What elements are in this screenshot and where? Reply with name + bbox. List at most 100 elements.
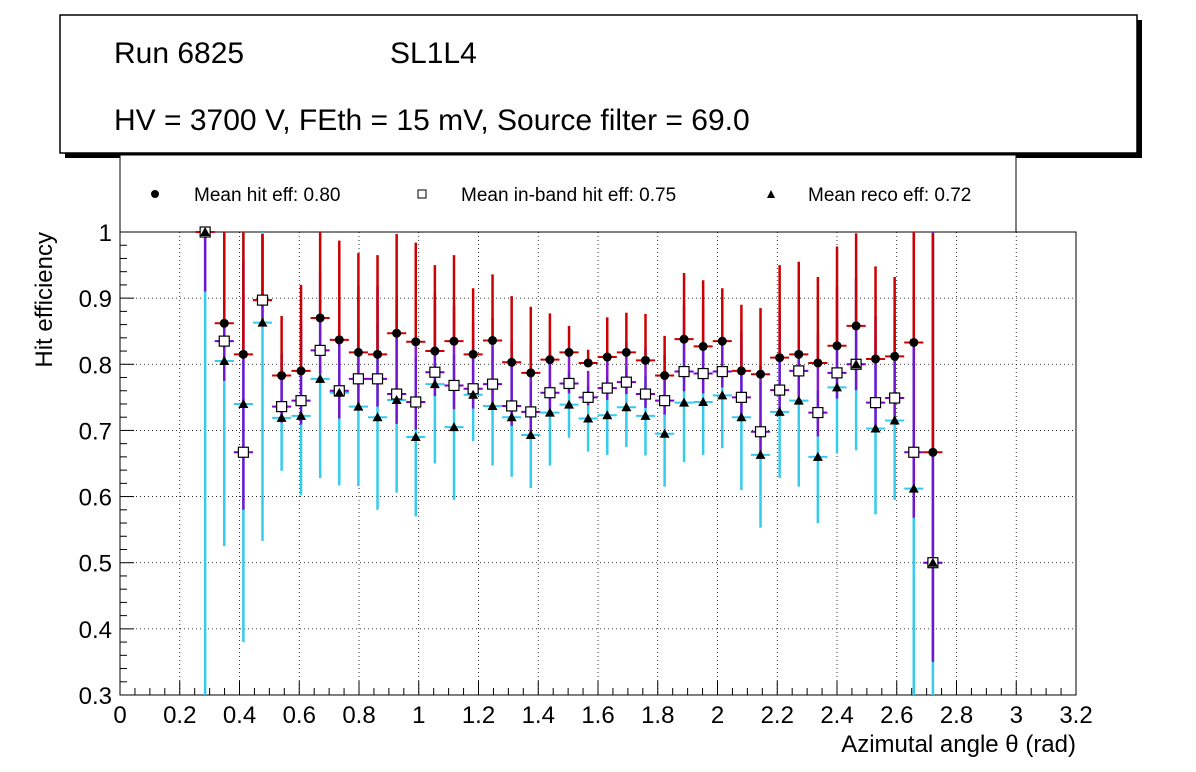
y-tick-label: 0.4: [79, 617, 112, 644]
inband-point: [697, 367, 709, 380]
inband-point: [869, 397, 882, 409]
inband-point: [352, 373, 365, 385]
x-tick-label: 1.2: [462, 702, 495, 729]
legend-square-marker: [417, 189, 427, 199]
x-tick-label: 1.8: [641, 702, 674, 729]
inband-point: [639, 388, 652, 400]
hit-point: [698, 341, 708, 351]
layer-label: SL1L4: [390, 37, 477, 70]
hit-point: [679, 334, 689, 344]
reco-point: [449, 422, 460, 432]
header-box: Run 6825 SL1L4 HV = 3700 V, FEth = 15 mV…: [59, 14, 1142, 158]
reco-point: [736, 412, 747, 422]
inband-point: [601, 382, 613, 394]
inband-point: [429, 366, 441, 378]
inband-point: [544, 387, 556, 399]
hit-point: [353, 347, 363, 357]
x-tick-label: 1.6: [581, 702, 614, 729]
reco-point: [334, 387, 345, 397]
inband-point: [276, 401, 288, 413]
hit-point: [411, 337, 421, 347]
hit-point: [334, 335, 344, 345]
reco-point: [429, 379, 440, 389]
reco-point: [755, 449, 766, 459]
conditions-label: HV = 3700 V, FEth = 15 mV, Source filter…: [114, 104, 750, 137]
reco-point: [908, 483, 919, 493]
hit-point: [564, 347, 574, 357]
x-tick-label: 0: [113, 702, 126, 729]
hit-point: [890, 351, 900, 361]
legend-inband: Mean in-band hit eff: 0.75: [461, 185, 676, 206]
reco-point: [870, 423, 881, 433]
axes: 0 0.2 0.4 0.6 0.8 1 1.2 1.4 1.6 1.8 2 2.2 2.4 2.6 2.8 3…: [79, 220, 1093, 729]
reco-point: [506, 412, 517, 422]
legend-reco: Mean reco eff: 0.72: [808, 185, 971, 206]
reco-point: [679, 397, 690, 407]
reco-point: [544, 407, 555, 417]
reco-point: [257, 317, 268, 327]
grid: [120, 232, 1076, 695]
reco-point: [717, 390, 728, 400]
x-tick-label: 0.8: [342, 702, 375, 729]
inband-point: [256, 294, 269, 306]
reco-point: [851, 359, 862, 369]
reco-point: [602, 410, 613, 420]
inband-point: [218, 335, 230, 347]
inband-point: [908, 446, 920, 458]
y-tick-label: 0.5: [79, 551, 112, 578]
inband-point: [506, 400, 518, 412]
legend-circle-marker: [151, 190, 159, 198]
hit-point: [602, 352, 612, 362]
inband-point: [448, 379, 460, 392]
inband-point: [486, 378, 499, 390]
x-axis-label: Azimutal angle θ (rad): [841, 731, 1076, 758]
inband-point: [237, 446, 249, 458]
inband-point: [812, 406, 824, 419]
reco-point: [410, 432, 421, 442]
inband-point: [735, 391, 748, 403]
y-tick-label: 0.3: [79, 683, 112, 710]
x-tick-label: 2.8: [940, 702, 973, 729]
data-marks: [195, 226, 943, 695]
hit-point: [851, 321, 861, 331]
hit-point: [794, 349, 804, 359]
hit-point: [871, 354, 881, 364]
hit-point: [928, 447, 938, 457]
reco-point: [391, 395, 402, 405]
hit-point: [813, 358, 823, 368]
hit-point: [392, 328, 402, 338]
hit-point: [621, 347, 631, 357]
hit-point: [507, 357, 517, 367]
inband-point: [678, 365, 690, 378]
hit-point: [296, 366, 306, 376]
reco-point: [889, 415, 900, 425]
reco-point: [927, 557, 938, 567]
inband-point: [754, 426, 767, 438]
inband-point: [314, 344, 326, 356]
hit-point: [373, 349, 383, 359]
y-tick-label: 0.6: [79, 485, 112, 512]
y-tick-label: 0.7: [79, 418, 112, 445]
reco-point: [238, 398, 249, 408]
hit-point: [526, 368, 536, 378]
x-tick-label: 0.6: [283, 702, 316, 729]
x-tick-label: 3: [1010, 702, 1023, 729]
hit-point: [832, 341, 842, 351]
inband-point: [659, 395, 671, 407]
hit-point: [660, 371, 670, 381]
reco-point: [621, 402, 632, 412]
run-label: Run 6825: [114, 37, 244, 70]
inband-point: [563, 377, 575, 390]
reco-point: [200, 227, 211, 236]
reco-point: [525, 430, 536, 440]
hit-point: [909, 337, 919, 347]
hit-point: [468, 349, 478, 359]
x-tick-label: 3.2: [1059, 702, 1092, 729]
reco-point: [487, 400, 498, 410]
hit-point: [238, 349, 248, 359]
inband-point: [620, 376, 632, 388]
hit-point: [717, 336, 727, 346]
x-tick-label: 2.2: [761, 702, 794, 729]
x-tick-label: 1.4: [522, 702, 555, 729]
